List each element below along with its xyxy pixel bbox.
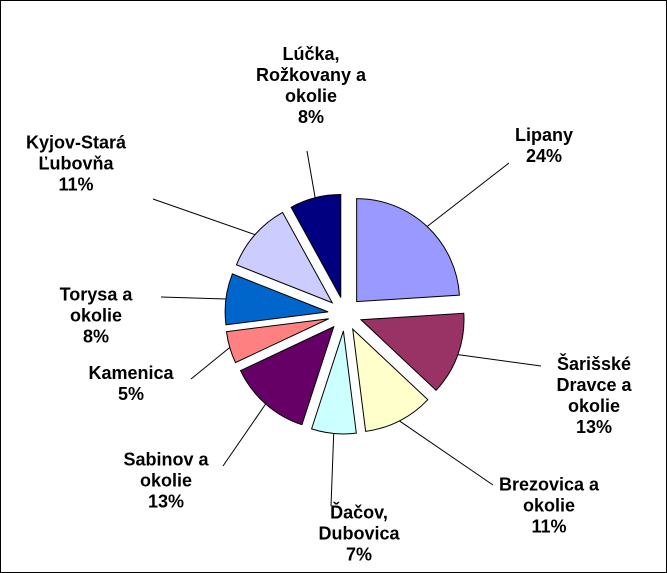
category-label: Ďačov, Dubovica — [318, 502, 400, 544]
value-label: 5% — [117, 384, 144, 404]
value-label: 11% — [58, 174, 94, 195]
value-label: 24% — [525, 146, 563, 166]
value-label: 13% — [147, 491, 185, 512]
data-label: Lúčka, Rožkovany a okolie 8% — [241, 44, 381, 128]
data-label: Sabinov a okolie 13% — [96, 450, 236, 513]
category-label: Brezovica a okolie — [498, 474, 600, 516]
category-label: Sabinov a okolie — [123, 449, 209, 491]
leader-line — [457, 354, 542, 367]
data-label: Šarišské Dravce a okolie 13% — [539, 354, 649, 438]
category-label: Kamenica — [88, 363, 174, 383]
value-label: 11% — [531, 516, 567, 537]
pie-slice — [310, 330, 357, 435]
pie-slice — [235, 211, 334, 304]
category-label: Lúčka, Rožkovany a okolie — [255, 44, 367, 106]
pie-slice — [290, 194, 342, 298]
pie-slice — [356, 198, 460, 303]
value-label: 8% — [297, 107, 324, 127]
value-label: 7% — [345, 544, 372, 565]
category-label: Torysa a okolie — [59, 284, 133, 326]
data-label: Torysa a okolie 8% — [36, 285, 156, 348]
data-label: Kyjov-Stará Ľubovňa 11% — [11, 133, 141, 196]
leader-line — [426, 162, 510, 227]
value-label: 8% — [82, 326, 109, 347]
leader-line — [222, 403, 267, 467]
leader-line — [152, 198, 256, 236]
pie-slice — [225, 318, 329, 364]
value-label: 13% — [575, 417, 613, 437]
leader-line — [399, 420, 494, 486]
data-label: Kamenica 5% — [71, 363, 191, 405]
pie-slice — [239, 325, 335, 426]
leader-line — [330, 433, 335, 507]
data-label: Brezovica a okolie 11% — [494, 475, 604, 538]
pie-slice — [224, 273, 329, 326]
data-label: Ďačov, Dubovica 7% — [304, 503, 414, 566]
data-label: Lipany 24% — [499, 125, 589, 167]
leader-line — [306, 150, 316, 198]
category-label: Šarišské Dravce a okolie — [556, 354, 632, 416]
category-label: Lipany — [514, 125, 573, 145]
leader-line — [190, 347, 231, 380]
pie-slice — [352, 327, 429, 432]
leader-line — [160, 296, 226, 300]
category-label: Kyjov-Stará Ľubovňa — [25, 132, 127, 174]
